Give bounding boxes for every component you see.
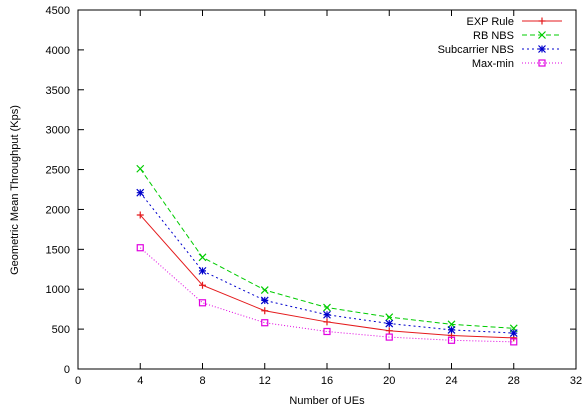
y-tick-label: 2000 <box>46 204 70 216</box>
x-tick-label: 20 <box>383 375 395 387</box>
y-tick-label: 1500 <box>46 244 70 256</box>
data-point <box>260 296 269 305</box>
data-point <box>136 164 145 173</box>
y-tick-label: 0 <box>64 364 70 376</box>
y-axis-label: Geometric Mean Throughput (Kps) <box>9 105 21 275</box>
legend-marker <box>538 17 546 25</box>
series-line <box>139 247 514 343</box>
series-layer <box>136 164 518 346</box>
data-point <box>509 329 518 338</box>
data-point <box>510 338 518 346</box>
y-tick-label: 1000 <box>46 284 70 296</box>
series-line <box>139 168 514 329</box>
series-max-min <box>136 244 518 346</box>
x-tick-label: 4 <box>137 375 143 387</box>
data-point <box>136 211 144 219</box>
data-point <box>261 319 269 327</box>
data-point <box>323 318 331 326</box>
x-tick-label: 12 <box>259 375 271 387</box>
x-tick-label: 8 <box>199 375 205 387</box>
data-point <box>385 327 393 335</box>
data-point <box>323 310 331 319</box>
y-tick-label: 2500 <box>46 165 70 177</box>
legend-marker <box>538 31 546 39</box>
data-point <box>385 319 394 328</box>
y-tick-label: 3500 <box>46 85 70 97</box>
x-tick-label: 24 <box>445 375 457 387</box>
x-axis-label: Number of UEs <box>289 395 365 407</box>
data-point <box>447 336 456 344</box>
legend-entry: Max-min <box>472 58 562 70</box>
legend-marker <box>538 59 546 67</box>
y-tick-label: 3000 <box>46 125 70 137</box>
legend-label: Subcarrier NBS <box>438 44 514 56</box>
data-point <box>199 281 206 289</box>
data-point <box>198 253 207 262</box>
data-point <box>198 299 207 307</box>
series-exp-rule <box>136 211 518 342</box>
x-tick-label: 0 <box>75 375 81 387</box>
data-point <box>136 188 145 197</box>
data-point <box>136 244 144 252</box>
legend: EXP Rule RB NBS Subcarrier NBS Max-min <box>438 16 562 70</box>
x-tick-label: 28 <box>508 375 520 387</box>
x-tick-label: 32 <box>570 375 582 387</box>
legend-entry: Subcarrier NBS <box>438 44 562 56</box>
data-point <box>447 325 456 334</box>
data-point <box>260 286 269 294</box>
series-subcarrier-nbs <box>136 188 518 338</box>
data-point <box>385 333 393 341</box>
legend-label: EXP Rule <box>467 16 515 28</box>
legend-marker <box>538 45 546 53</box>
data-point <box>447 320 456 329</box>
legend-label: RB NBS <box>473 30 514 42</box>
y-tick-label: 4000 <box>46 45 70 57</box>
legend-entry: RB NBS <box>473 30 562 42</box>
axis-ticks: 0 4 8 12 16 20 24 28 32 0 500 1000 1500 2000 2500 3000 3… <box>46 5 582 387</box>
series-rb-nbs <box>136 164 518 333</box>
data-point <box>323 303 331 312</box>
legend-label: Max-min <box>472 58 514 70</box>
x-tick-label: 16 <box>321 375 333 387</box>
data-point <box>198 266 207 275</box>
y-tick-label: 4500 <box>46 5 70 17</box>
data-point <box>261 307 269 315</box>
data-point <box>385 313 394 322</box>
y-tick-label: 500 <box>52 324 70 336</box>
legend-entry: EXP Rule <box>467 16 562 28</box>
data-point <box>323 327 331 336</box>
